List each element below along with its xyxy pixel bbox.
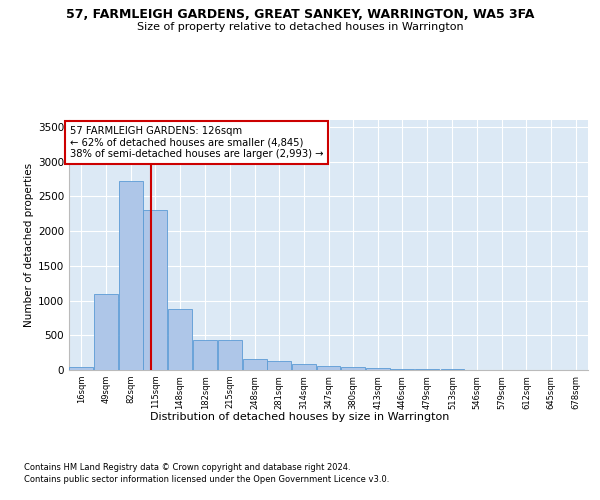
- Bar: [366, 368, 390, 370]
- Bar: [70, 366, 93, 370]
- Bar: [119, 181, 143, 370]
- Bar: [193, 340, 217, 370]
- Bar: [292, 364, 316, 370]
- Bar: [415, 369, 439, 370]
- Bar: [94, 294, 118, 370]
- Text: 57 FARMLEIGH GARDENS: 126sqm
← 62% of detached houses are smaller (4,845)
38% of: 57 FARMLEIGH GARDENS: 126sqm ← 62% of de…: [70, 126, 323, 159]
- Bar: [391, 368, 415, 370]
- Text: Size of property relative to detached houses in Warrington: Size of property relative to detached ho…: [137, 22, 463, 32]
- Bar: [143, 210, 167, 370]
- Text: Contains public sector information licensed under the Open Government Licence v3: Contains public sector information licen…: [24, 475, 389, 484]
- Y-axis label: Number of detached properties: Number of detached properties: [24, 163, 34, 327]
- Bar: [218, 340, 242, 370]
- Text: Distribution of detached houses by size in Warrington: Distribution of detached houses by size …: [151, 412, 449, 422]
- Text: 57, FARMLEIGH GARDENS, GREAT SANKEY, WARRINGTON, WA5 3FA: 57, FARMLEIGH GARDENS, GREAT SANKEY, WAR…: [66, 8, 534, 20]
- Text: Contains HM Land Registry data © Crown copyright and database right 2024.: Contains HM Land Registry data © Crown c…: [24, 462, 350, 471]
- Bar: [267, 360, 291, 370]
- Bar: [242, 358, 266, 370]
- Bar: [168, 309, 192, 370]
- Bar: [341, 366, 365, 370]
- Bar: [317, 366, 340, 370]
